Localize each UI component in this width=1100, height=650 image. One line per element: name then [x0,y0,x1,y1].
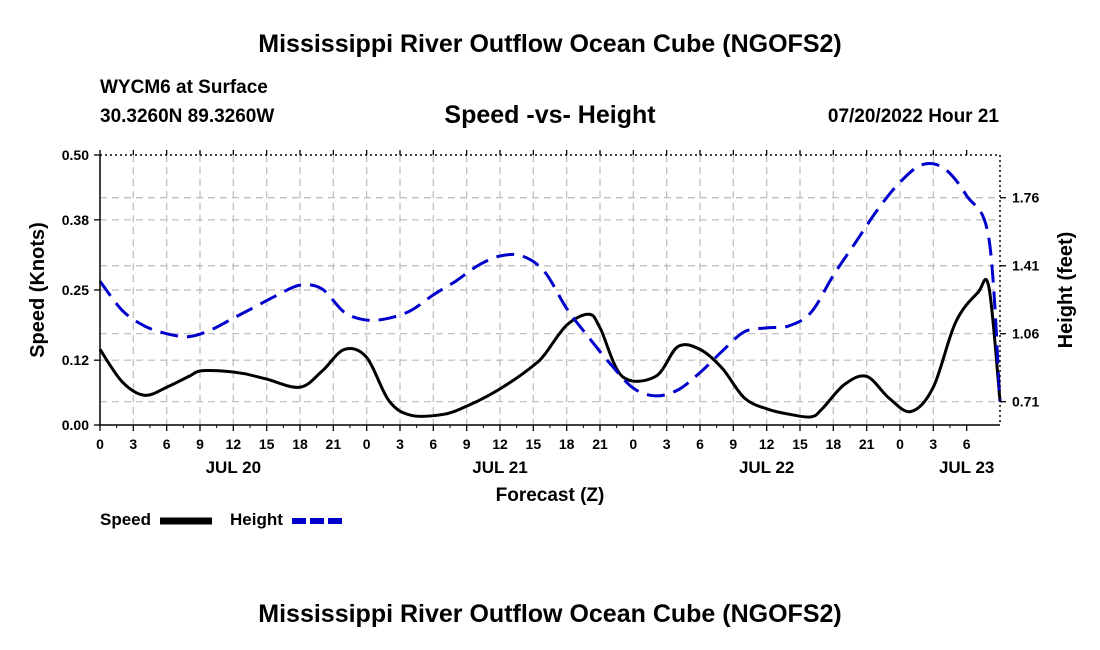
x-tick-label: 0 [96,436,104,452]
x-tick-label: 0 [363,436,371,452]
station-label: WYCM6 at Surface [100,77,268,98]
x-tick-label: 15 [792,436,808,452]
x-tick-label: 9 [729,436,737,452]
y-left-tick-label: 0.38 [62,212,89,228]
coordinates-label: 30.3260N 89.3260W [100,106,275,127]
y-left-tick-label: 0.12 [62,352,89,368]
y-right-tick-label: 1.41 [1012,258,1039,274]
x-tick-label: 9 [196,436,204,452]
x-tick-label: 12 [492,436,508,452]
x-tick-label: 18 [559,436,575,452]
x-tick-label: 6 [163,436,171,452]
x-tick-label: 18 [826,436,842,452]
y-left-axis-title: Speed (Knots) [27,222,49,358]
legend: Speed Height [100,510,344,529]
grid-layer [100,155,1000,425]
x-tick-label: 18 [292,436,308,452]
x-tick-label: 0 [896,436,904,452]
x-axis-title: Forecast (Z) [496,485,605,506]
chart-title: Mississippi River Outflow Ocean Cube (NG… [258,30,842,58]
x-tick-label: 21 [859,436,875,452]
date-label: JUL 22 [739,458,794,477]
x-tick-label: 3 [929,436,937,452]
x-tick-label: 12 [226,436,242,452]
series-line-speed [98,278,1002,419]
x-tick-label: 21 [592,436,608,452]
forecast-datetime: 07/20/2022 Hour 21 [827,106,999,127]
x-tick-label: 6 [429,436,437,452]
ticks-layer [94,150,1006,431]
x-tick-label: 9 [463,436,471,452]
series-layer [98,162,1002,419]
x-tick-label: 0 [629,436,637,452]
y-left-tick-label: 0.50 [62,147,89,163]
x-tick-label: 3 [663,436,671,452]
x-tick-label: 6 [963,436,971,452]
x-tick-label: 3 [396,436,404,452]
labels-layer: 0 3 6 9 12 15 18 21 0 3 6 9 12 15 18 21 0 3 6 9 12 15 18 21 0 3 6 J… [27,147,1077,506]
x-tick-label: 21 [326,436,342,452]
x-tick-label: 3 [129,436,137,452]
y-right-tick-label: 1.06 [1012,326,1039,342]
y-left-tick-label: 0.00 [62,417,89,433]
legend-label-speed: Speed [100,510,151,529]
series-line-height [98,162,1002,402]
chart-subtitle: Speed -vs- Height [444,101,656,129]
date-label: JUL 20 [206,458,261,477]
y-right-tick-label: 1.76 [1012,190,1039,206]
date-label: JUL 21 [472,458,527,477]
y-left-tick-label: 0.25 [62,282,89,298]
x-tick-label: 6 [696,436,704,452]
footer-title: Mississippi River Outflow Ocean Cube (NG… [258,600,842,628]
x-tick-label: 15 [259,436,275,452]
date-label: JUL 23 [939,458,994,477]
y-right-tick-label: 0.71 [1012,394,1039,410]
x-tick-label: 12 [759,436,775,452]
legend-label-height: Height [230,510,283,529]
y-right-axis-title: Height (feet) [1055,232,1077,349]
x-tick-label: 15 [526,436,542,452]
